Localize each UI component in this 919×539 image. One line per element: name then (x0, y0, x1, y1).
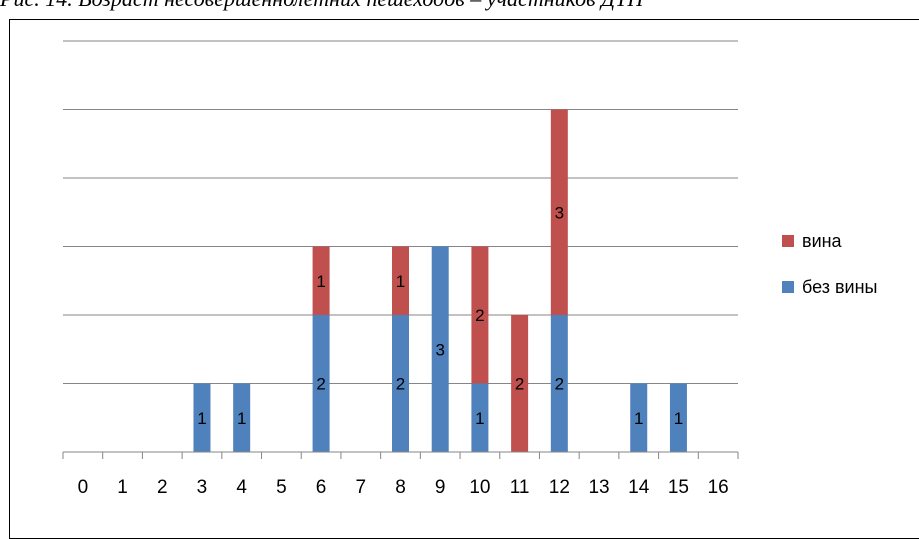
bars (193, 109, 687, 452)
bar-bez-viny-15 (669, 383, 687, 452)
bar-vina-8 (392, 246, 409, 315)
figure-caption: Рис. 14. Возраст несовершеннолетних пеше… (0, 0, 919, 16)
x-tick-label: 1 (117, 477, 128, 498)
bar-value-label: 1 (316, 272, 325, 291)
x-tick-label: 16 (708, 477, 729, 498)
x-tick-label: 9 (435, 477, 446, 498)
bar-value-label: 1 (396, 272, 405, 291)
bar-value-label: 1 (237, 409, 246, 428)
bar-value-label: 1 (634, 409, 643, 428)
legend-label: вина (802, 231, 843, 251)
bar-value-label: 1 (674, 409, 683, 428)
bar-value-label: 2 (555, 375, 564, 394)
bar-value-label: 2 (515, 375, 524, 394)
x-tick-label: 7 (356, 477, 367, 498)
x-tick-label: 13 (588, 477, 609, 498)
bar-bez-viny-10 (471, 383, 489, 452)
legend: вина без вины (782, 231, 877, 297)
bar-labels: 1 1 2 1 2 1 3 1 2 2 2 3 1 1 (197, 203, 683, 428)
bar-bez-viny-8 (392, 315, 409, 452)
x-tick-label: 8 (395, 477, 406, 498)
legend-swatch (782, 235, 794, 247)
bar-value-label: 3 (435, 340, 444, 359)
x-tick-label: 11 (510, 477, 530, 498)
legend-label: без вины (802, 277, 877, 297)
x-tick-label: 3 (197, 477, 208, 498)
bar-value-label: 2 (316, 375, 325, 394)
gridlines (63, 40, 738, 384)
bar-bez-viny-4 (233, 383, 251, 452)
bar-vina-10 (471, 246, 489, 384)
x-axis: 0 1 2 3 4 5 6 7 8 9 10 11 12 13 14 15 16 (62, 451, 739, 498)
x-tick-label: 0 (78, 477, 89, 498)
x-tick-label: 2 (157, 477, 168, 498)
bar-bez-viny-14 (630, 383, 648, 452)
bar-bez-viny-12 (550, 315, 568, 452)
bar-bez-viny-6 (312, 315, 330, 452)
x-tick-label: 4 (236, 477, 247, 498)
bar-value-label: 3 (555, 203, 564, 222)
x-tick-label: 5 (276, 477, 287, 498)
bar-value-label: 1 (197, 409, 206, 428)
bar-bez-viny-3 (193, 383, 211, 452)
bar-value-label: 1 (475, 409, 484, 428)
x-tick-label: 10 (469, 477, 490, 498)
x-tick-label: 14 (628, 477, 650, 498)
bar-value-label: 2 (475, 306, 484, 325)
legend-swatch (782, 281, 794, 293)
x-tick-label: 12 (549, 477, 570, 498)
bar-value-label: 2 (396, 375, 405, 394)
x-tick-label: 15 (668, 477, 689, 498)
bar-bez-viny-9 (431, 246, 449, 452)
bar-vina-6 (312, 246, 330, 315)
bar-vina-12 (550, 109, 568, 315)
bar-vina-11 (511, 315, 529, 452)
x-tick-label: 6 (316, 477, 327, 498)
